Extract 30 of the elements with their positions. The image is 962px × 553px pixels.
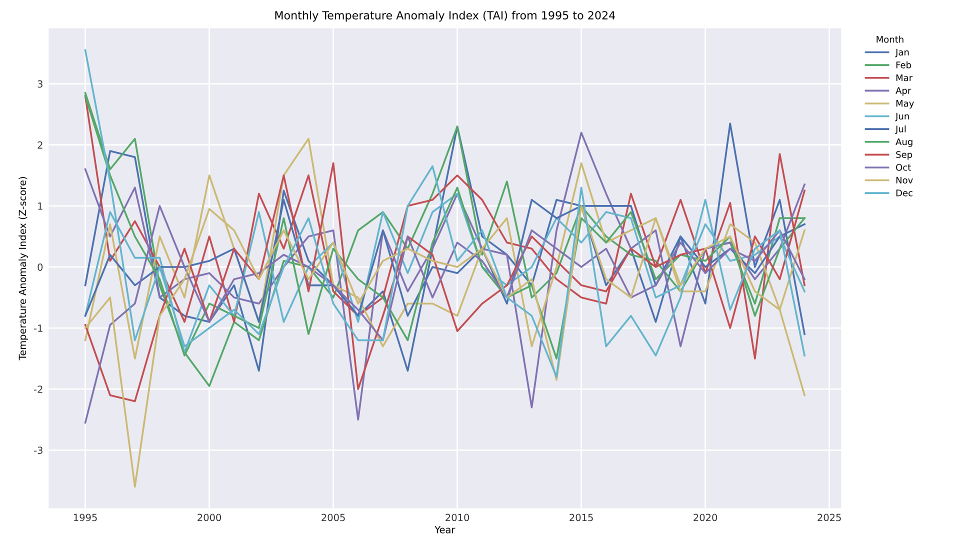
x-tick-label: 2020 [694, 514, 718, 522]
legend-label: Apr [896, 87, 912, 96]
legend-label: Dec [896, 190, 912, 196]
legend-label: Oct [896, 164, 911, 171]
legend-label: Feb [896, 61, 912, 68]
legend-label: Jun [895, 112, 909, 122]
x-tick-label: 2025 [818, 514, 841, 522]
legend-label: Sep [896, 151, 912, 160]
y-tick-label: 1 [38, 202, 42, 210]
legend-label: May [896, 100, 914, 109]
x-tick-label: 1995 [74, 514, 97, 522]
legend-label: Jul [895, 125, 906, 134]
x-tick-label: 2005 [322, 514, 345, 522]
y-tick-label: 2 [38, 141, 42, 149]
legend-label: Aug [896, 138, 912, 147]
x-tick-label: 2000 [198, 514, 222, 522]
legend-label: Jan [895, 48, 909, 58]
chart-title: Monthly Temperature Anomaly Index (TAI) from 1995 to 2024 [275, 10, 616, 22]
y-tick-label: -1 [34, 324, 42, 332]
y-axis-title: Temperature Anomaly Index (Z-score) [18, 177, 28, 360]
legend-label: Nov [896, 176, 913, 184]
y-tick-label: 3 [38, 80, 42, 88]
x-tick-label: 2015 [570, 514, 593, 522]
x-tick-label: 2010 [446, 514, 470, 522]
legend-label: Mar [896, 74, 913, 82]
y-tick-label: -3 [34, 446, 42, 454]
x-axis-title: Year [434, 526, 456, 534]
legend-title: Month [876, 36, 904, 43]
y-tick-label: -2 [34, 386, 42, 393]
y-tick-label: 0 [38, 263, 43, 271]
